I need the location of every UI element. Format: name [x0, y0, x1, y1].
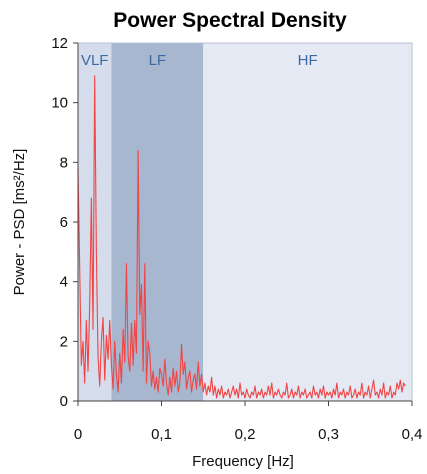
x-tick-label: 0,2	[235, 426, 256, 443]
x-tick-label: 0	[74, 426, 82, 443]
band-lf	[111, 43, 204, 401]
chart-title: Power Spectral Density	[113, 9, 347, 32]
y-tick-label: 0	[60, 393, 68, 410]
band-label-vlf: VLF	[81, 52, 109, 69]
frequency-bands: VLF LF HF	[78, 43, 412, 401]
band-hf	[203, 43, 412, 401]
band-label-hf: HF	[298, 52, 318, 69]
y-tick-label: 10	[51, 95, 68, 112]
y-tick-label: 12	[51, 35, 68, 52]
y-tick-label: 2	[60, 333, 68, 350]
y-tick-label: 4	[60, 274, 68, 291]
band-label-lf: LF	[149, 52, 167, 69]
y-axis-label: Power - PSD [ms²/Hz]	[11, 149, 28, 296]
x-axis: 0 0,1 0,2 0,3 0,4	[74, 400, 423, 443]
y-tick-label: 6	[60, 214, 68, 231]
x-tick-label: 0,1	[151, 426, 172, 443]
y-tick-label: 8	[60, 154, 68, 171]
psd-series	[77, 75, 406, 399]
x-tick-label: 0,3	[318, 426, 339, 443]
psd-line	[77, 75, 406, 399]
y-axis: 0 2 4 6 8 10 12	[51, 35, 79, 410]
x-tick-label: 0,4	[402, 426, 423, 443]
x-axis-label: Frequency [Hz]	[192, 453, 294, 470]
